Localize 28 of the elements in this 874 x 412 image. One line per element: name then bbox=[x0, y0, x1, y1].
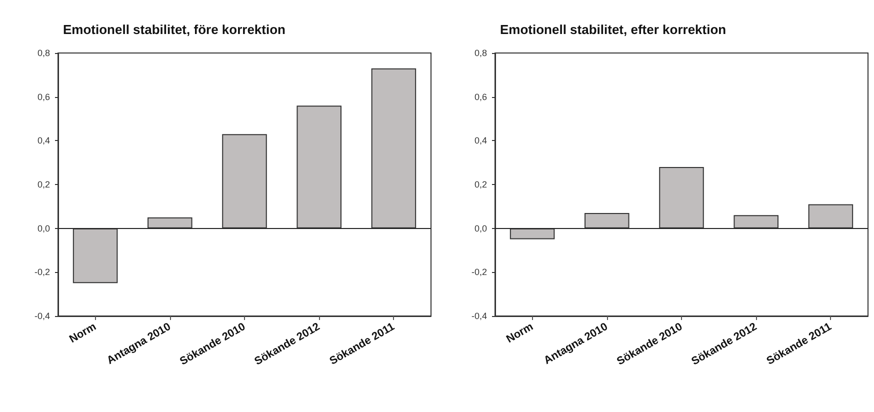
y-tick-label: 0,8 bbox=[474, 48, 487, 58]
y-tick-label: -0,2 bbox=[34, 267, 50, 278]
y-tick-label: -0,4 bbox=[471, 311, 487, 321]
chart-title: Emotionell stabilitet, före korrektion bbox=[63, 22, 286, 37]
y-tick-label: 0,0 bbox=[37, 223, 50, 234]
y-tick-label: 0,4 bbox=[37, 136, 50, 146]
chart-title: Emotionell stabilitet, efter korrektion bbox=[500, 22, 726, 37]
bar bbox=[222, 134, 267, 228]
bar bbox=[148, 217, 192, 228]
bar bbox=[371, 68, 416, 228]
bar bbox=[659, 166, 704, 228]
x-tick-label: Norm bbox=[67, 320, 98, 346]
y-tick-label: -0,2 bbox=[471, 267, 487, 278]
bar bbox=[510, 228, 555, 240]
bar bbox=[734, 215, 778, 228]
bar bbox=[296, 106, 342, 228]
y-tick-label: 0,6 bbox=[37, 92, 50, 102]
bar bbox=[72, 228, 118, 284]
y-tick-label: 0,0 bbox=[474, 223, 487, 234]
bar bbox=[808, 204, 854, 228]
y-tick-label: 0,6 bbox=[474, 92, 487, 102]
y-tick-label: 0,4 bbox=[474, 136, 487, 146]
y-tick-label: 0,2 bbox=[37, 180, 50, 190]
y-tick-label: -0,4 bbox=[34, 311, 50, 321]
y-tick-label: 0,2 bbox=[474, 180, 487, 190]
y-tick-label: 0,8 bbox=[37, 48, 50, 58]
bar bbox=[584, 212, 630, 228]
x-tick-label: Norm bbox=[504, 320, 536, 346]
